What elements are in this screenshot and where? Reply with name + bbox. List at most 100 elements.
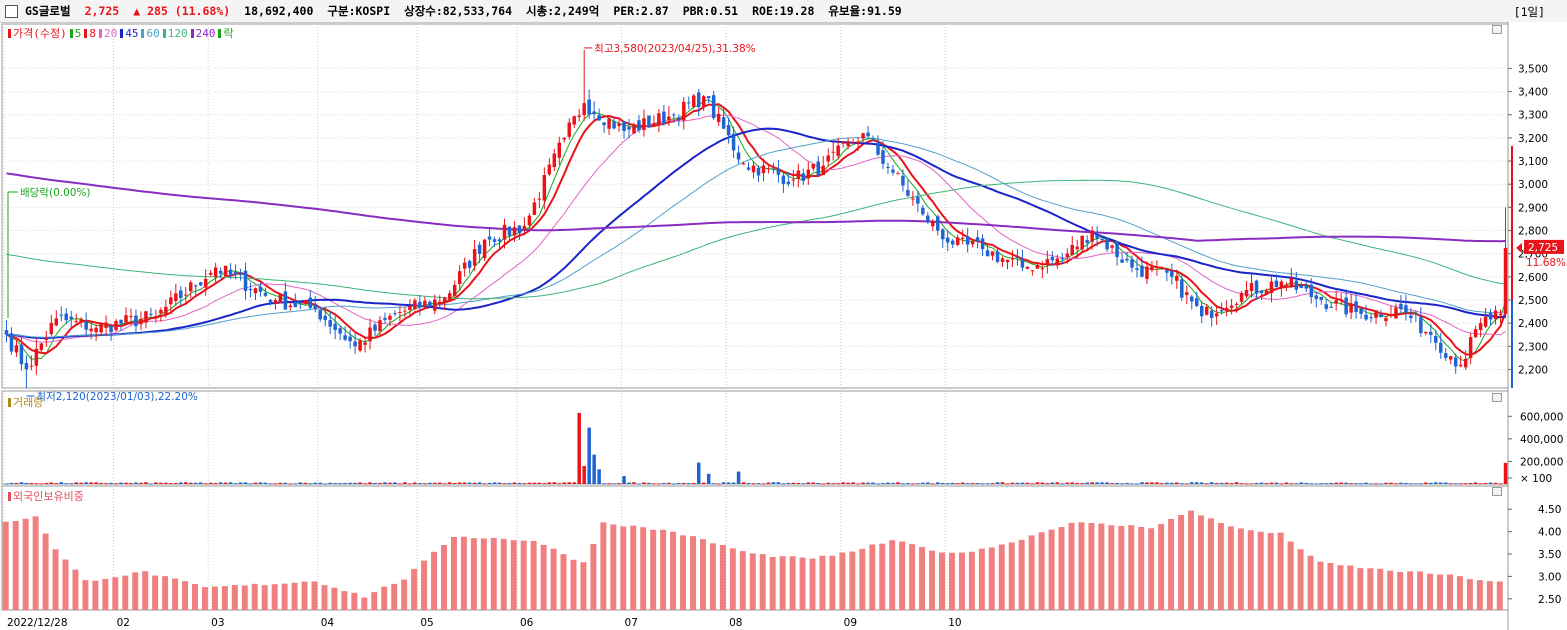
period-selector[interactable]: [1일] bbox=[1513, 5, 1545, 19]
foreign-bar-60 bbox=[301, 581, 308, 610]
volume-tick-label-2: 200,000 bbox=[1520, 456, 1563, 468]
price-candle-256 bbox=[1279, 279, 1284, 297]
candle-body-83 bbox=[418, 301, 422, 308]
foreign-bar-170 bbox=[849, 551, 856, 610]
foreign-bar-224 bbox=[1118, 525, 1125, 610]
volume-bar-7 bbox=[39, 483, 44, 485]
candle-body-173 bbox=[866, 132, 870, 137]
volume-bar-164 bbox=[821, 483, 825, 485]
stock-volume: 18,692,400 bbox=[244, 4, 314, 18]
foreign-bar-202 bbox=[1008, 542, 1015, 610]
candle-body-6 bbox=[34, 348, 39, 366]
current-pct-label: 11.68% bbox=[1526, 257, 1566, 269]
price-candle-35 bbox=[179, 285, 183, 307]
volume-bar-212 bbox=[1060, 483, 1065, 485]
volume-bar-233 bbox=[1165, 482, 1169, 484]
candle-body-199 bbox=[995, 251, 1000, 262]
price-candle-262 bbox=[1309, 278, 1314, 304]
candle-body-58 bbox=[293, 301, 298, 308]
foreign-bar-222 bbox=[1108, 525, 1115, 610]
price-candle-288 bbox=[1439, 332, 1443, 359]
price-candle-228 bbox=[1140, 256, 1144, 278]
price-candle-238 bbox=[1190, 295, 1194, 310]
volume-panel-minimize-icon[interactable] bbox=[1492, 393, 1502, 402]
price-candle-183 bbox=[916, 190, 920, 213]
price-candle-101 bbox=[507, 226, 512, 243]
volume-bar-132 bbox=[662, 482, 666, 484]
candle-body-223 bbox=[1115, 241, 1119, 258]
price-panel-minimize-icon[interactable] bbox=[1492, 25, 1502, 34]
candle-body-177 bbox=[886, 166, 890, 168]
price-candle-143 bbox=[716, 107, 721, 127]
foreign-bar-180 bbox=[899, 541, 906, 610]
candle-body-72 bbox=[363, 342, 367, 345]
candle-body-151 bbox=[756, 167, 761, 176]
price-candle-174 bbox=[871, 135, 875, 141]
volume-bar-210 bbox=[1050, 482, 1055, 484]
candle-body-46 bbox=[233, 271, 238, 275]
price-candle-81 bbox=[408, 299, 412, 316]
volume-bar-69 bbox=[348, 482, 352, 484]
volume-bar-152 bbox=[761, 483, 766, 485]
stock-market: 구분:KOSPI bbox=[327, 4, 391, 18]
volume-bar-64 bbox=[323, 483, 327, 485]
volume-bar-263 bbox=[1314, 483, 1319, 485]
candle-body-92 bbox=[462, 262, 467, 269]
volume-bar-51 bbox=[258, 482, 263, 484]
volume-bar-200 bbox=[1000, 482, 1005, 484]
volume-bar-54 bbox=[273, 483, 278, 485]
price-candle-282 bbox=[1409, 307, 1413, 323]
price-candle-21 bbox=[109, 323, 113, 341]
volume-bar-232 bbox=[1160, 483, 1164, 485]
foreign-bar-272 bbox=[1357, 568, 1364, 610]
candle-body-47 bbox=[238, 272, 243, 275]
volume-bar-1 bbox=[9, 482, 14, 484]
candle-body-101 bbox=[507, 226, 512, 236]
volume-bar-75 bbox=[378, 482, 382, 484]
price-candle-76 bbox=[383, 312, 387, 324]
foreign-bar-10 bbox=[52, 549, 59, 610]
volume-bar-219 bbox=[1095, 482, 1099, 484]
candle-body-137 bbox=[687, 102, 691, 104]
foreign-bar-248 bbox=[1237, 528, 1244, 610]
volume-bar-43 bbox=[218, 482, 223, 484]
price-tick-label-3: 3,200 bbox=[1518, 133, 1548, 145]
price-candle-103 bbox=[517, 225, 522, 240]
stock-chart[interactable]: 최고3,580(2023/04/25),31.38% 최저2,120(2023/0… bbox=[0, 22, 1567, 630]
price-candle-93 bbox=[467, 259, 472, 274]
volume-bar-206 bbox=[1030, 483, 1035, 485]
panel-frame-1 bbox=[1, 390, 1509, 485]
volume-bar-213 bbox=[1065, 482, 1070, 484]
volume-bar-44 bbox=[223, 482, 228, 484]
header-checkbox[interactable] bbox=[5, 4, 18, 18]
candle-body-82 bbox=[413, 300, 417, 310]
candle-body-65 bbox=[328, 320, 332, 327]
foreign-bar-296 bbox=[1476, 580, 1483, 610]
foreign-panel-minimize-icon[interactable] bbox=[1492, 487, 1502, 496]
candle-body-27 bbox=[139, 318, 143, 325]
candle-body-221 bbox=[1105, 237, 1109, 250]
price-candle-164 bbox=[821, 156, 825, 176]
foreign-bar-142 bbox=[709, 543, 716, 610]
volume-bar-113 bbox=[567, 482, 571, 484]
foreign-tick-label-2: 3.50 bbox=[1538, 549, 1561, 561]
foreign-bar-204 bbox=[1018, 539, 1025, 610]
candle-body-126 bbox=[632, 124, 636, 134]
price-candle-11 bbox=[59, 306, 64, 322]
price-candle-36 bbox=[184, 286, 188, 304]
foreign-bar-88 bbox=[441, 545, 447, 610]
volume-bar-262 bbox=[1309, 483, 1314, 485]
price-candle-259 bbox=[1294, 271, 1299, 294]
volume-bar-92 bbox=[462, 482, 467, 484]
volume-bar-23 bbox=[119, 482, 123, 484]
price-candle-50 bbox=[253, 287, 258, 300]
foreign-bar-92 bbox=[460, 536, 467, 610]
price-candle-267 bbox=[1334, 290, 1338, 311]
volume-bar-129 bbox=[647, 482, 651, 484]
price-candle-77 bbox=[388, 313, 392, 327]
candle-body-299 bbox=[1493, 310, 1498, 320]
x-tick-label-3: 04 bbox=[321, 617, 335, 629]
volume-bar-186 bbox=[931, 483, 935, 485]
volume-bar-39 bbox=[198, 482, 203, 484]
candle-body-23 bbox=[119, 319, 123, 324]
